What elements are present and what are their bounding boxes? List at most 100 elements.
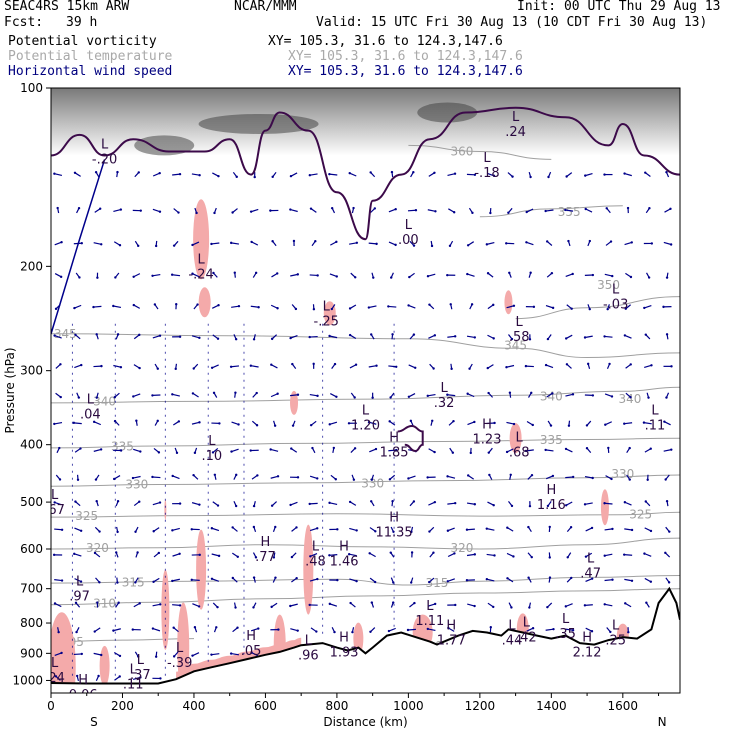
wind-vector-head	[586, 362, 590, 366]
wind-vector-head	[316, 527, 319, 530]
wind-vector-head	[53, 172, 56, 175]
wind-vector-head	[158, 171, 161, 175]
wind-vector-head	[505, 365, 508, 369]
wind-vector	[447, 335, 456, 338]
wind-vector-head	[394, 243, 397, 247]
wind-vector-head	[588, 239, 592, 243]
x-tick-label: 1200	[465, 699, 496, 713]
wind-vector	[565, 628, 574, 631]
field-xy-wind: XY= 105.3, 31.6 to 124.3,147.6	[288, 64, 523, 79]
wind-vector-head	[73, 171, 77, 175]
wind-vector-head	[486, 366, 489, 370]
wind-vector-head	[290, 447, 293, 450]
wind-vector	[329, 421, 338, 425]
wind-vector-head	[571, 629, 575, 632]
wind-vector-head	[392, 601, 395, 604]
wind-vector-head	[406, 628, 410, 632]
wind-vector	[466, 528, 475, 531]
wind-vector	[309, 393, 318, 397]
wind-vector-head	[274, 576, 277, 579]
wind-vector-head	[270, 605, 273, 609]
wind-vector	[231, 448, 239, 453]
wind-vector-head	[375, 242, 378, 246]
wind-vector-head	[531, 423, 534, 427]
wind-vector	[211, 578, 220, 582]
wind-vector	[191, 579, 200, 581]
wind-vector	[133, 448, 141, 453]
wind-vector-head	[465, 528, 469, 531]
wind-vector-head	[570, 576, 573, 580]
wind-vector	[447, 502, 456, 505]
pv-extremum-type: L	[523, 615, 531, 630]
wind-vector-head	[408, 275, 411, 279]
wind-vector	[565, 476, 574, 479]
wind-vector-head	[348, 171, 351, 175]
pv-extremum-value: -.18	[474, 166, 499, 181]
wind-vector-head	[551, 474, 555, 478]
y-tick-label: 200	[20, 259, 43, 273]
wind-vector-head	[590, 577, 594, 580]
wind-vector-head	[530, 391, 533, 395]
wind-vector-head	[409, 419, 413, 423]
wind-vector-head	[231, 211, 234, 214]
wind-vector-head	[591, 394, 595, 397]
wind-vector-head	[492, 337, 495, 340]
wind-vector-head	[349, 601, 352, 605]
wind-vector-head	[289, 208, 292, 211]
wind-vector-head	[665, 170, 668, 174]
wind-vector	[644, 364, 652, 368]
wind-vector-head	[252, 576, 256, 579]
wind-vector-head	[255, 391, 258, 395]
wind-vector-head	[426, 394, 429, 398]
wind-vector-head	[512, 555, 515, 558]
wind-vector-head	[171, 579, 174, 583]
wind-vector-head	[367, 306, 371, 309]
wind-vector-head	[332, 446, 336, 450]
wind-vector-head	[453, 172, 457, 175]
wind-vector-head	[191, 392, 195, 395]
wind-vector-head	[605, 207, 608, 210]
wind-vector	[250, 365, 259, 368]
wind-vector-head	[487, 451, 490, 454]
wind-vector-head	[367, 421, 371, 424]
x-tick-label: 1600	[608, 699, 639, 713]
wind-vector	[466, 335, 475, 338]
wind-vector-head	[112, 629, 115, 632]
theta-label: 360	[451, 145, 474, 159]
wind-vector-head	[257, 306, 260, 309]
wind-vector-head	[668, 530, 671, 533]
wind-vector-head	[390, 276, 393, 279]
wind-vector-head	[604, 423, 607, 426]
wind-vector	[172, 274, 181, 277]
wind-vector	[172, 553, 180, 557]
wind-vector-head	[510, 606, 513, 609]
wind-vector-head	[151, 394, 154, 397]
wind-vector	[93, 652, 102, 656]
wind-vector-head	[348, 500, 352, 504]
wind-vector-head	[506, 577, 509, 580]
pv-extremum-type: L	[612, 619, 620, 634]
wind-vector	[93, 305, 102, 308]
wind-vector-head	[73, 306, 76, 310]
wind-vector	[545, 449, 554, 452]
wind-vector-head	[664, 551, 667, 555]
wind-vector-head	[373, 580, 377, 584]
wind-vector	[191, 173, 200, 176]
pv-extremum-value: 1.93	[330, 646, 359, 661]
wind-vector-head	[644, 500, 647, 503]
wind-vector-head	[473, 336, 477, 339]
theta-label: 325	[629, 508, 652, 522]
wind-vector-head	[113, 419, 117, 423]
wind-vector-head	[79, 529, 83, 532]
pv-fill-blob	[164, 499, 167, 520]
wind-vector-head	[387, 629, 391, 633]
wind-vector-head	[412, 171, 415, 174]
terrain-fill	[51, 588, 680, 693]
wind-vector-head	[670, 365, 673, 368]
wind-vector-head	[54, 675, 58, 678]
wind-vector-head	[270, 337, 274, 341]
wind-vector-head	[138, 602, 141, 605]
wind-vector-head	[236, 626, 239, 629]
wind-vector-head	[58, 446, 61, 450]
wind-vector-head	[548, 556, 551, 559]
